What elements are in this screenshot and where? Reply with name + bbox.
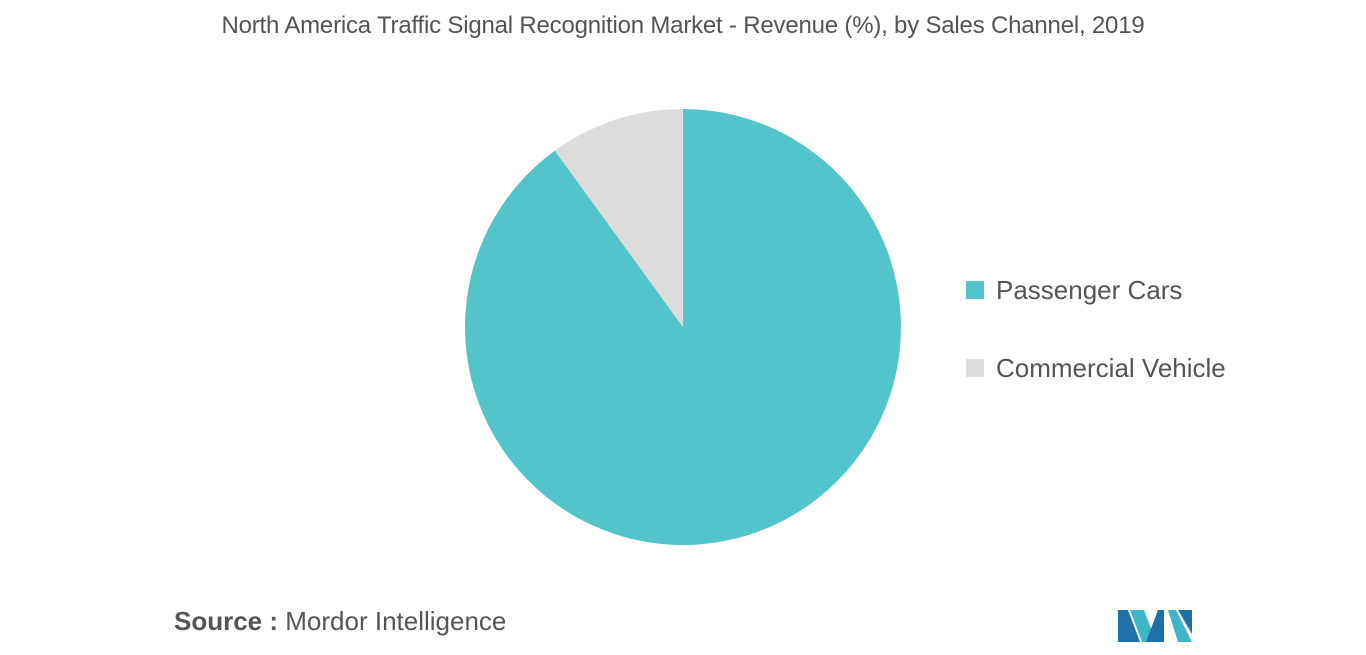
legend-swatch-passenger-cars bbox=[966, 281, 984, 299]
pie-slices bbox=[464, 109, 901, 545]
logo-shape-4 bbox=[1168, 610, 1192, 642]
pie-slice-commercial-vehicle bbox=[554, 109, 683, 327]
legend-item-passenger-cars: Passenger Cars bbox=[966, 272, 1226, 308]
source-label: Source : bbox=[174, 606, 279, 636]
chart-title: North America Traffic Signal Recognition… bbox=[221, 12, 1145, 39]
source-text: Mordor Intelligence bbox=[285, 606, 507, 636]
logo-shape-3 bbox=[1146, 610, 1164, 642]
logo-shape-5 bbox=[1178, 610, 1192, 634]
pie-slice-passenger-cars bbox=[464, 109, 901, 545]
logo-shape-1 bbox=[1118, 610, 1140, 642]
legend: Passenger Cars Commercial Vehicle bbox=[966, 272, 1226, 428]
legend-swatch-commercial-vehicle bbox=[966, 359, 984, 377]
legend-label-commercial-vehicle: Commercial Vehicle bbox=[996, 352, 1226, 383]
source-note: Source : Mordor Intelligence bbox=[174, 606, 506, 637]
mordor-intelligence-logo-icon bbox=[1118, 610, 1192, 642]
legend-label-passenger-cars: Passenger Cars bbox=[996, 274, 1183, 305]
legend-item-commercial-vehicle: Commercial Vehicle bbox=[966, 350, 1226, 386]
